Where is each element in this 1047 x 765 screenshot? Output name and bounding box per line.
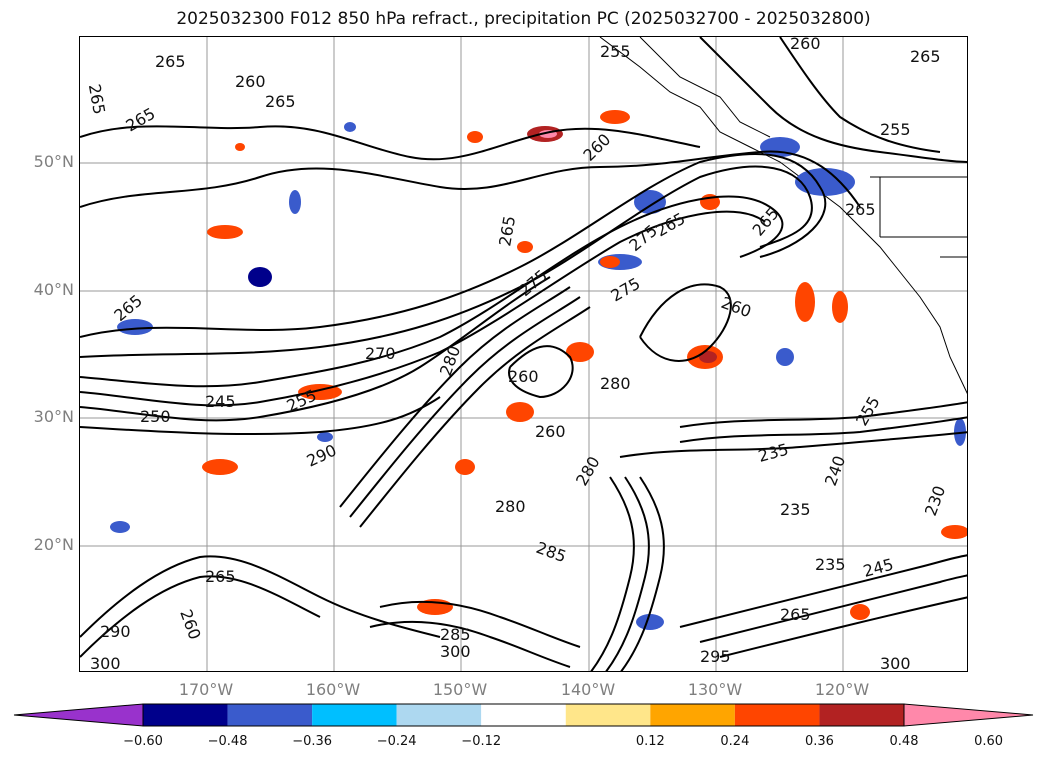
contour-label: 265 <box>85 83 109 116</box>
page-title: 2025032300 F012 850 hPa refract., precip… <box>176 9 871 29</box>
contour-label: 265 <box>845 200 876 219</box>
lon-label: 150°W <box>432 680 488 699</box>
contour-label: 265 <box>123 104 159 136</box>
contour-label: 265 <box>495 214 519 247</box>
colorbar-tick-label: 0.12 <box>635 734 665 749</box>
contour-label: 255 <box>880 120 911 139</box>
map-panel[interactable]: 265 260 265 265 265 260 255 260 265 265 … <box>79 36 968 672</box>
contour-label: 280 <box>572 453 604 489</box>
colorbar-segment <box>227 704 313 726</box>
contour-label: 235 <box>756 440 790 466</box>
contour-label: 260 <box>535 422 566 441</box>
contour-label: 260 <box>790 37 821 53</box>
lon-label: 170°W <box>178 680 234 699</box>
contour-label: 285 <box>534 538 569 566</box>
contour-label: 290 <box>100 622 131 641</box>
colorbar-segment <box>481 704 566 726</box>
colorbar-tick-label: 0.36 <box>804 734 834 749</box>
contour-label: 265 <box>155 52 186 71</box>
contour-label: 230 <box>921 483 949 518</box>
colorbar-border <box>142 703 905 727</box>
colorbar-segment <box>312 704 397 726</box>
lon-label: 130°W <box>687 680 743 699</box>
contour-label: 260 <box>579 130 614 165</box>
colorbar-tick-label: 0.48 <box>889 734 919 749</box>
contour-label: 260 <box>176 607 204 642</box>
contour-label: 265 <box>205 567 236 586</box>
colorbar-segment <box>734 704 820 726</box>
colorbar-segments <box>13 703 1034 727</box>
contour-label: 235 <box>780 500 811 519</box>
colorbar-segment <box>565 704 651 726</box>
map-svg: 265 260 265 265 265 260 255 260 265 265 … <box>80 37 967 672</box>
colorbar-tick-label: −0.36 <box>292 734 333 749</box>
contour-label: 285 <box>440 625 471 644</box>
contour-label: 295 <box>700 647 731 666</box>
lat-label: 50°N <box>33 152 74 171</box>
contour-label: 250 <box>140 407 171 426</box>
contour-label: 265 <box>910 47 941 66</box>
colorbar-extend-high <box>903 703 1034 727</box>
colorbar-tick-label: −0.12 <box>461 734 502 749</box>
colorbar-segment <box>650 704 735 726</box>
contour-label: 300 <box>90 654 121 672</box>
colorbar-segment <box>396 704 482 726</box>
colorbar-segment <box>143 704 228 726</box>
lat-label: 20°N <box>33 535 74 554</box>
colorbar-tick-label: −0.60 <box>123 734 163 749</box>
contour-label: 265 <box>265 92 296 111</box>
contour-label: 245 <box>205 392 236 411</box>
lon-label: 160°W <box>305 680 361 699</box>
refractivity-contours <box>80 37 967 671</box>
contour-label: 275 <box>608 274 644 306</box>
lon-label: 140°W <box>560 680 616 699</box>
contour-label: 280 <box>600 374 631 393</box>
colorbar-extend-low <box>13 703 144 727</box>
contour-label: 255 <box>600 42 631 61</box>
colorbar-tick-label: −0.24 <box>376 734 417 749</box>
colorbar <box>13 703 1034 727</box>
contour-label: 280 <box>436 343 464 378</box>
colorbar-tick-label: 0.60 <box>974 734 1004 749</box>
contour-label: 240 <box>821 453 849 488</box>
colorbar-tick-label: −0.48 <box>207 734 248 749</box>
lat-label: 30°N <box>33 407 74 426</box>
coastline <box>599 37 967 394</box>
lon-label: 120°W <box>814 680 870 699</box>
contour-label: 255 <box>852 393 884 429</box>
lat-label: 40°N <box>33 280 74 299</box>
contour-label: 270 <box>365 344 396 363</box>
contour-label: 245 <box>861 555 895 581</box>
colorbar-segment <box>819 704 904 726</box>
contour-label: 260 <box>508 367 539 386</box>
contour-label: 265 <box>780 605 811 624</box>
contour-label: 300 <box>440 642 471 661</box>
contour-label: 235 <box>815 555 846 574</box>
colorbar-tick-label: 0.24 <box>720 734 750 749</box>
contour-label: 300 <box>880 654 911 672</box>
contour-label: 280 <box>495 497 526 516</box>
contour-label: 260 <box>235 72 266 91</box>
contour-label: 260 <box>719 293 754 321</box>
